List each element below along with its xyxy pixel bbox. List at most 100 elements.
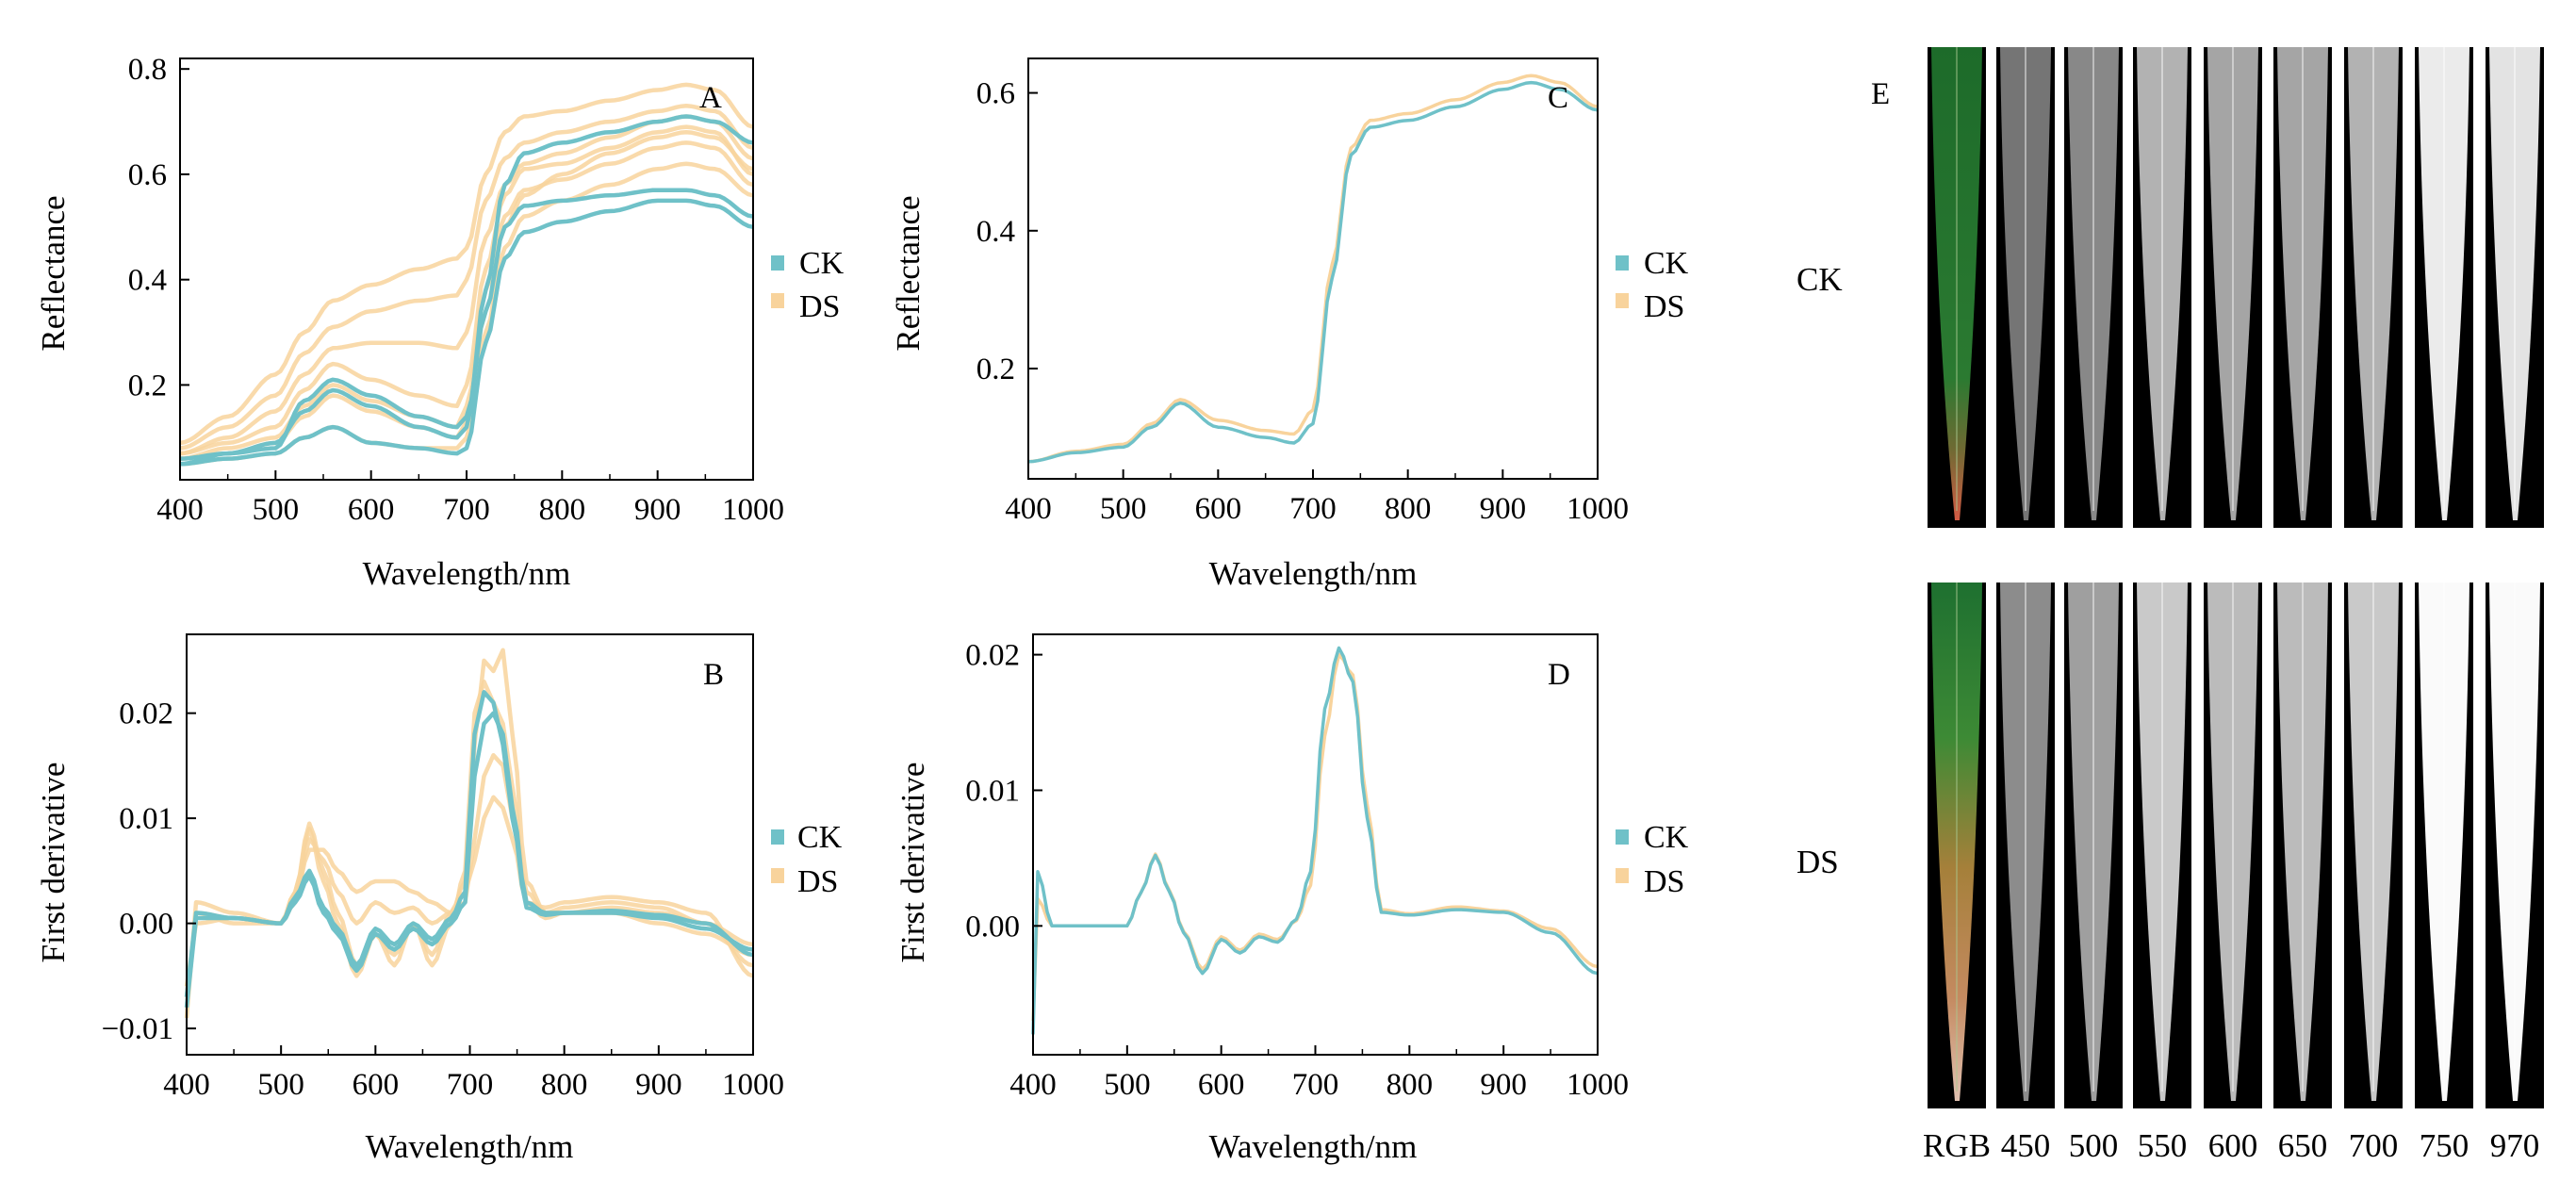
panel-c-xtick-label: 900 [1480, 492, 1527, 526]
legend-ck-label: CK [1644, 820, 1689, 855]
legend-ds-swatch [1616, 293, 1629, 308]
panel-d-lines [1031, 646, 1599, 1035]
leaf-image-ck-970 [2489, 47, 2540, 520]
panel-c-ytick-label: 0.2 [976, 353, 1015, 386]
row-label-ds: DS [1797, 844, 1839, 880]
band-label-450: 450 [2001, 1127, 2051, 1164]
panel-b-legend: CK DS [771, 820, 843, 899]
panel-d-series-ck-0 [1031, 646, 1599, 1035]
band-labels: RGB 450 500 550 600 650 700 750 970 [1923, 1127, 2539, 1164]
leaf-image-ds-550 [2137, 583, 2188, 1101]
panel-b-series-ck-5 [184, 690, 754, 1009]
legend-ds-swatch [771, 293, 784, 308]
leaf-image-ds-rgb [1931, 583, 1982, 1101]
leaf-image-ck-450 [2000, 47, 2051, 520]
panel-c-legend: CK DS [1616, 246, 1689, 324]
panel-d-xtick-label: 800 [1386, 1068, 1434, 1102]
band-label-650: 650 [2278, 1127, 2328, 1164]
panel-a-ytick-label: 0.4 [128, 264, 167, 298]
panel-b-ytick-label: 0.02 [119, 697, 173, 731]
leaf-image-ds-650 [2277, 583, 2328, 1101]
panel-b-xtick-label: 1000 [722, 1068, 784, 1102]
row-label-ck: CK [1797, 261, 1843, 298]
panel-a-letter: A [699, 81, 722, 115]
panel-c-series-ds-0 [1027, 74, 1599, 464]
panel-d-xtick-label: 400 [1009, 1068, 1057, 1102]
leaf-image-ds-750 [2419, 583, 2469, 1101]
panel-b-chart: 400 500 600 700 800 900 1000−0.010.000.010.02 … [35, 633, 843, 1165]
panel-a-ticks: 400 500 600 700 800 900 1000 0.2 0.4 0.6 0.8 [128, 53, 784, 527]
band-label-600: 600 [2208, 1127, 2258, 1164]
band-label-700: 700 [2349, 1127, 2399, 1164]
leaf-image-ds-600 [2207, 583, 2258, 1101]
panel-d-xtick-label: 900 [1480, 1068, 1527, 1102]
band-label-500: 500 [2069, 1127, 2119, 1164]
panel-b-lines [184, 648, 754, 1019]
panel-d-ytick-label: 0.00 [965, 910, 1020, 944]
panel-b-ytick-label: −0.01 [102, 1012, 173, 1046]
legend-ck-label: CK [1644, 246, 1689, 281]
panel-d-letter: D [1548, 658, 1570, 692]
legend-ds-label: DS [799, 289, 840, 324]
panel-d-ytick-label: 0.01 [965, 774, 1020, 808]
legend-ck-swatch [771, 829, 784, 845]
panel-c-ytick-label: 0.4 [976, 215, 1015, 249]
panel-d-xtick-label: 600 [1198, 1068, 1245, 1102]
leaf-image-ck-550 [2137, 47, 2188, 520]
panel-c-xtick-label: 1000 [1567, 492, 1629, 526]
panel-b-xtick-label: 600 [353, 1068, 400, 1102]
panel-e-letter: E [1871, 77, 1890, 111]
panel-c-ytick-label: 0.6 [976, 77, 1015, 111]
legend-ck-swatch [771, 255, 784, 271]
panel-d-xtick-label: 500 [1104, 1068, 1151, 1102]
panel-a-xtick-label: 400 [156, 493, 204, 527]
legend-ck-swatch [1616, 255, 1629, 271]
panel-b-xtick-label: 500 [257, 1068, 304, 1102]
panel-c-ylabel: Reflectance [890, 195, 927, 351]
panel-a-xtick-label: 1000 [722, 493, 784, 527]
band-label-rgb: RGB [1923, 1127, 1991, 1164]
panel-a-lines [179, 82, 754, 467]
legend-ds-swatch [1616, 868, 1629, 883]
panel-d-chart: 400 500 600 700 800 900 1000 0.00 0.01 0.02 D Wav… [894, 633, 1689, 1165]
panel-a-xtick-label: 800 [539, 493, 586, 527]
panel-d-ytick-label: 0.02 [965, 639, 1020, 673]
panel-a-ytick-label: 0.6 [128, 158, 167, 192]
leaf-image-ck-600 [2207, 47, 2258, 520]
panel-a-series-ds-0 [179, 124, 754, 456]
leaf-image-ds-450 [2000, 583, 2051, 1101]
leaf-tiles [1928, 47, 2544, 1108]
panel-b-letter: B [703, 658, 724, 692]
leaf-image-ck-rgb [1931, 47, 1982, 520]
panel-b-series-ck-4 [184, 711, 754, 997]
band-label-970: 970 [2490, 1127, 2540, 1164]
panel-a-xtick-label: 500 [253, 493, 300, 527]
leaf-image-ck-650 [2277, 47, 2328, 520]
panel-d-xtick-label: 700 [1292, 1068, 1339, 1102]
panel-a-chart: 400 500 600 700 800 900 1000 0.2 0.4 0.6 0.8 A Wav… [35, 53, 845, 592]
panel-b-ylabel: First derivative [35, 763, 72, 963]
panel-a-series-ck-7 [179, 198, 754, 467]
panel-d-xtick-label: 1000 [1567, 1068, 1629, 1102]
panel-a-ytick-label: 0.8 [128, 53, 167, 87]
panel-d-legend: CK DS [1616, 820, 1689, 899]
panel-c-series-ck-1 [1027, 80, 1599, 464]
legend-ck-label: CK [799, 246, 845, 281]
legend-ds-swatch [771, 868, 784, 883]
panel-b-xtick-label: 400 [163, 1068, 210, 1102]
panel-b-xtick-label: 900 [635, 1068, 682, 1102]
panel-c-xtick-label: 600 [1195, 492, 1242, 526]
leaf-image-ck-500 [2068, 47, 2119, 520]
panel-b-ytick-label: 0.01 [119, 802, 173, 836]
panel-c-ticks: 400 500 600 700 800 900 1000 0.2 0.4 0.6 [976, 77, 1629, 526]
panel-a-xlabel: Wavelength/nm [363, 555, 571, 592]
legend-ck-label: CK [797, 820, 843, 855]
panel-a-xtick-label: 900 [634, 493, 681, 527]
panel-c-lines [1027, 74, 1599, 464]
panel-a-series-ck-9 [179, 114, 754, 461]
panel-b-xlabel: Wavelength/nm [366, 1128, 574, 1165]
panel-b-ytick-label: 0.00 [119, 908, 173, 942]
panel-c-xtick-label: 800 [1385, 492, 1432, 526]
band-label-750: 750 [2420, 1127, 2469, 1164]
panel-c-xtick-label: 500 [1100, 492, 1147, 526]
